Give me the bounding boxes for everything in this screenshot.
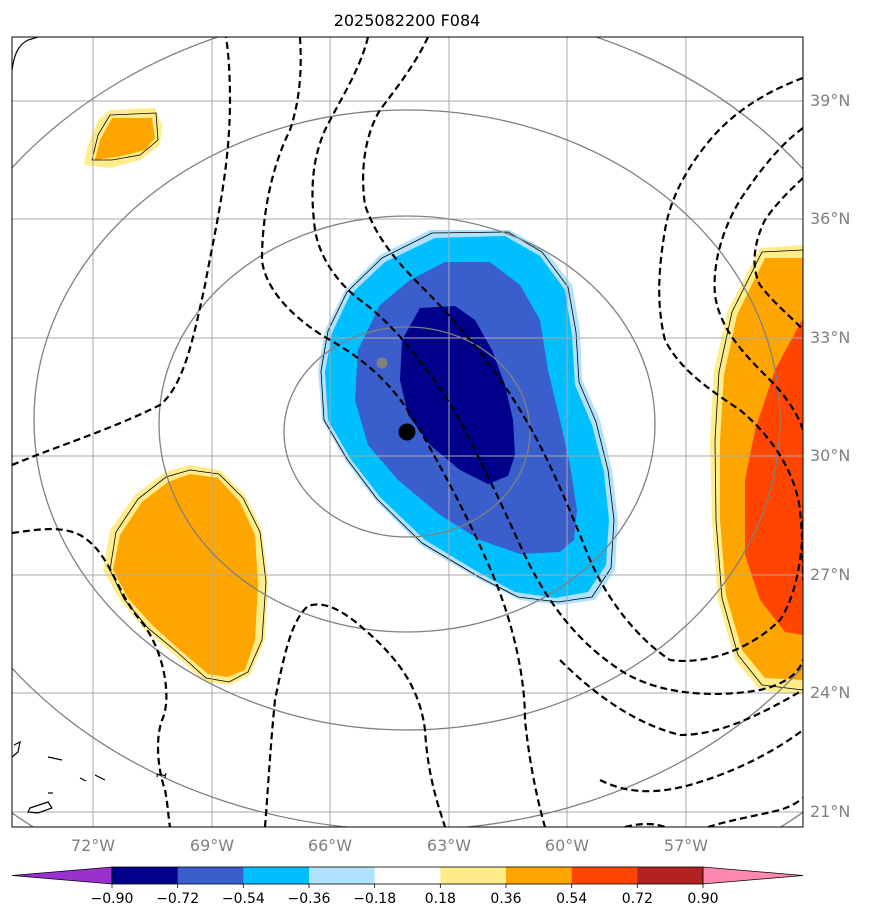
contour-line [753, 177, 803, 331]
outline-neg [320, 231, 615, 603]
range-ring [158, 215, 656, 633]
colorbar: −0.90 −0.72 −0.54 −0.36 −0.18 0.18 0.36 0.54 0.7… [11, 866, 804, 907]
lat-label: 36°N [810, 209, 850, 228]
range-ring [33, 109, 781, 731]
contour-label: 1 [154, 770, 170, 781]
lon-label: 60°W [545, 836, 589, 855]
colorbar-tick-label: 0.54 [556, 891, 587, 907]
colorbar-over-extension [702, 866, 804, 885]
colorbar-under-extension [11, 866, 113, 885]
gridlines [12, 37, 803, 827]
colorbar-tick-label: −0.54 [222, 891, 265, 907]
colorbar-segment [506, 867, 573, 884]
lon-label: 63°W [427, 836, 471, 855]
contour-line [260, 37, 547, 827]
colorbar-segment [243, 867, 310, 884]
lat-label: 39°N [810, 91, 850, 110]
contour-line [311, 37, 803, 695]
lat-label: 30°N [810, 446, 850, 465]
contour-line [12, 37, 232, 467]
colorbar-segment [571, 867, 638, 884]
center-previous-marker [376, 357, 388, 369]
lon-labels: 72°W 69°W 66°W 63°W 60°W 57°W [71, 836, 708, 855]
lat-label: 24°N [810, 683, 850, 702]
contour-line [599, 729, 803, 793]
colorbar-tick-label: 0.90 [687, 891, 718, 907]
colorbar-segment [637, 867, 704, 884]
contour-line [12, 527, 172, 827]
lon-label: 72°W [71, 836, 115, 855]
colorbar-tick-label: 0.18 [425, 891, 456, 907]
lat-label: 33°N [810, 328, 850, 347]
map-frame [11, 36, 804, 828]
contour-line [624, 822, 666, 827]
lon-label: 66°W [308, 836, 352, 855]
shade-pos-nw-036 [95, 118, 155, 160]
range-ring [283, 326, 531, 538]
colorbar-segment [177, 867, 244, 884]
colorbar-tick-label: 0.72 [622, 891, 653, 907]
negative-anomaly-region [318, 230, 618, 605]
contour-line [713, 127, 803, 431]
colorbar-tick-label: −0.36 [288, 891, 331, 907]
shade-neg-072 [400, 306, 515, 484]
coastline [27, 801, 53, 814]
coastlines [12, 37, 106, 814]
contour-line [658, 76, 803, 581]
colorbar-segment [112, 867, 179, 884]
colorbar-segment [374, 867, 441, 884]
coastline [94, 774, 106, 781]
lon-label: 57°W [664, 836, 708, 855]
colorbar-segment [440, 867, 507, 884]
positive-anomaly-region-northwest [84, 108, 162, 168]
outline-pos-nw [91, 112, 159, 161]
contour-line [559, 659, 803, 737]
coastline [12, 740, 21, 758]
lat-label: 27°N [810, 565, 850, 584]
dashed-contours [12, 37, 803, 827]
center-current-marker [398, 423, 416, 441]
colorbar-segment [309, 867, 376, 884]
lon-label: 69°W [190, 836, 234, 855]
chart-title: 2025082200 F084 [334, 11, 481, 30]
colorbar-tick-label: 0.36 [490, 891, 521, 907]
colorbar-tick-label: −0.18 [353, 891, 396, 907]
outline-pos-west [109, 469, 267, 683]
contour-line [362, 37, 803, 662]
contour-line [263, 603, 447, 827]
coastline [47, 756, 63, 761]
colorbar-tick-label: −0.90 [91, 891, 134, 907]
coastline [12, 37, 39, 71]
colorbar-outline [111, 866, 704, 885]
lat-label: 21°N [810, 802, 850, 821]
colorbar-tick-label: −0.72 [156, 891, 199, 907]
lat-labels: 39°N 36°N 33°N 30°N 27°N 24°N 21°N [810, 91, 850, 821]
coastline [79, 777, 87, 782]
